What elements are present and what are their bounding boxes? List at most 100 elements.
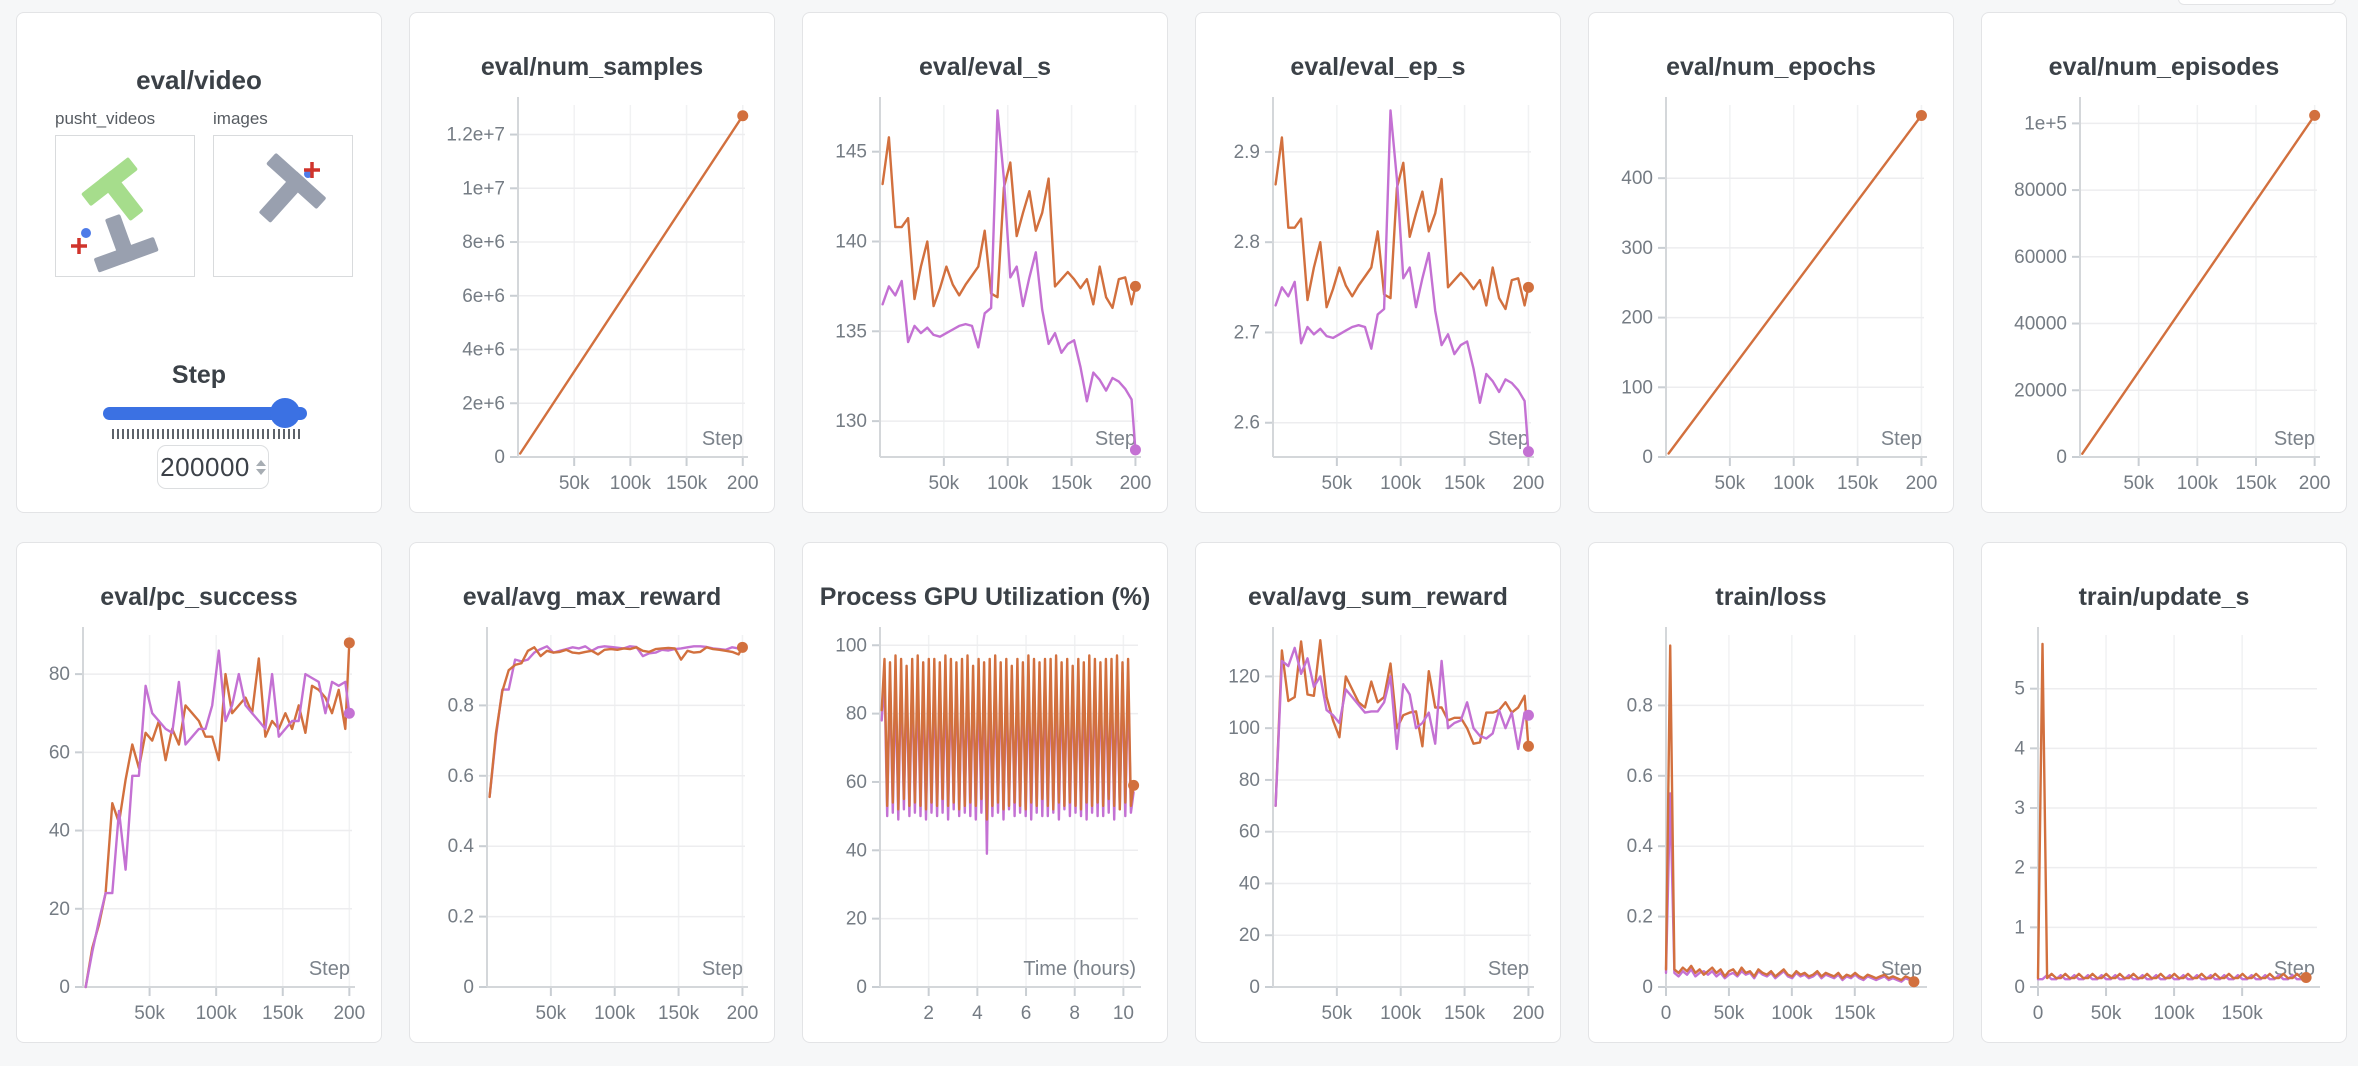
panel-train-loss: train/loss 0 50k 100k 150k 0 0.2 0.4 0.6 0.8 Step xyxy=(1588,542,1954,1043)
x-tick-label: 0 xyxy=(2033,1003,2044,1024)
y-tick-label: 145 xyxy=(835,142,867,163)
step-slider-handle[interactable] xyxy=(270,398,300,428)
x-tick-label: 6 xyxy=(1021,1003,1032,1024)
chart-canvas[interactable]: 50k 100k 150k 200 130 135 140 145 Step xyxy=(804,61,1168,513)
panel-eval-eval-s: eval/eval_s 50k 100k 150k 200 130 135 140 145 Ste… xyxy=(802,12,1168,513)
stepper-arrows-icon[interactable] xyxy=(255,459,266,475)
y-tick-label: 130 xyxy=(835,411,867,432)
panel-eval-avg-sum-reward: eval/avg_sum_reward 50k 100k 150k 200 0 20 40 60… xyxy=(1195,542,1561,1043)
y-tick-label: 0 xyxy=(2056,447,2067,468)
series-end-dot-run-orange xyxy=(1915,109,1927,121)
x-tick-label: 200 xyxy=(727,1003,759,1024)
chart-canvas[interactable]: 50k 100k 150k 200 0 20000 40000 60000 80000 1e+5 S… xyxy=(1983,61,2347,513)
step-slider-track[interactable] xyxy=(103,407,307,420)
y-tick-label: 6e+6 xyxy=(462,286,505,307)
x-tick-label: 150k xyxy=(262,1003,304,1024)
x-tick-label: 100k xyxy=(610,473,652,494)
series-line-run-purple xyxy=(1664,792,1916,985)
y-tick-label: 4 xyxy=(2014,738,2025,759)
x-tick-label: 150k xyxy=(2222,1003,2264,1024)
panel-eval-avg-max-reward: eval/avg_max_reward 50k 100k 150k 200 0 0.2 0.4… xyxy=(409,542,775,1043)
y-tick-label: 0.8 xyxy=(448,695,474,716)
y-tick-label: 100 xyxy=(1621,377,1653,398)
y-tick-label: 20 xyxy=(846,909,867,930)
panel-train-update-s: train/update_s 0 50k 100k 150k 0 1 2 3 4 5 Step xyxy=(1981,542,2347,1043)
x-tick-label: 200 xyxy=(1906,473,1938,494)
x-tick-label: 50k xyxy=(1322,1003,1353,1024)
x-tick-label: 50k xyxy=(1714,1003,1745,1024)
x-tick-label: 150k xyxy=(1837,473,1879,494)
x-tick-label: 50k xyxy=(929,473,960,494)
chart-canvas[interactable]: 0 50k 100k 150k 0 0.2 0.4 0.6 0.8 Step xyxy=(1590,591,1954,1043)
y-tick-label: 80 xyxy=(1239,770,1260,791)
y-tick-label: 20 xyxy=(1239,925,1260,946)
series-end-dot-run-purple xyxy=(1129,444,1141,456)
y-tick-label: 8e+6 xyxy=(462,232,505,253)
video-thumbnail-pusht-videos[interactable] xyxy=(55,135,195,277)
series-line-run-orange xyxy=(84,641,351,989)
media-label: images xyxy=(213,109,268,128)
x-tick-label: 50k xyxy=(134,1003,165,1024)
y-tick-label: 2.9 xyxy=(1234,142,1260,163)
x-tick-label: 150k xyxy=(666,473,708,494)
chart-canvas[interactable]: 50k 100k 150k 200 0 0.2 0.4 0.6 0.8 Step xyxy=(411,591,775,1043)
series-end-dot-run-orange xyxy=(737,110,749,122)
y-tick-label: 40000 xyxy=(2014,314,2067,335)
chart-canvas[interactable]: 50k 100k 150k 200 2.6 2.7 2.8 2.9 Step xyxy=(1197,61,1561,513)
x-tick-label: 4 xyxy=(972,1003,983,1024)
series-line-run-orange xyxy=(1667,114,1923,455)
x-tick-label: 50k xyxy=(2123,473,2154,494)
panel-eval-video: eval/video pusht_videos images xyxy=(16,12,382,513)
series-end-dot-run-purple xyxy=(1522,709,1534,721)
series-line-run-purple xyxy=(881,109,1137,451)
step-slider-label: Step xyxy=(171,361,227,389)
agent-dot xyxy=(304,170,312,178)
target-cross xyxy=(71,238,87,254)
y-tick-label: 60 xyxy=(49,742,70,763)
x-tick-label: 8 xyxy=(1069,1003,1080,1024)
panel-title: eval/video xyxy=(136,65,262,95)
x-tick-label: 50k xyxy=(536,1003,567,1024)
y-tick-label: 135 xyxy=(835,321,867,342)
y-tick-label: 1e+5 xyxy=(2024,113,2067,134)
offscreen-panel-bottom-edge xyxy=(2178,0,2336,5)
y-tick-label: 2.6 xyxy=(1234,413,1260,434)
chart-title: eval/num_samples xyxy=(480,53,704,81)
x-tick-label: 50k xyxy=(1322,473,1353,494)
y-tick-label: 60 xyxy=(846,772,867,793)
x-tick-label: 100k xyxy=(1773,473,1815,494)
step-value-input[interactable]: 200000 xyxy=(157,445,269,489)
chart-canvas[interactable]: 50k 100k 150k 200 0 2e+6 4e+6 6e+6 8e+6 1e+7 1.2e+… xyxy=(411,61,775,513)
series-line-run-orange xyxy=(1274,639,1530,808)
y-tick-label: 300 xyxy=(1621,238,1653,259)
chart-canvas[interactable]: 50k 100k 150k 200 0 20 40 60 80 100 120 Step xyxy=(1197,591,1561,1043)
x-tick-label: 100k xyxy=(1380,1003,1422,1024)
y-tick-label: 0.6 xyxy=(448,766,474,787)
x-tick-label: 100k xyxy=(594,1003,636,1024)
x-tick-label: 200 xyxy=(1513,473,1545,494)
y-tick-label: 80 xyxy=(49,664,70,685)
series-line-run-orange xyxy=(488,646,744,799)
panel-eval-num-episodes: eval/num_episodes 50k 100k 150k 200 0 20000 400… xyxy=(1981,12,2347,513)
x-tick-label: 100k xyxy=(1771,1003,1813,1024)
chart-title: eval/avg_sum_reward xyxy=(1248,583,1508,611)
series-line-run-purple xyxy=(488,645,744,799)
y-tick-label: 120 xyxy=(1228,666,1260,687)
chart-title: eval/num_epochs xyxy=(1666,53,1876,81)
chart-title: Process GPU Utilization (%) xyxy=(819,583,1151,611)
chart-canvas[interactable]: 50k 100k 150k 200 0 20 40 60 80 Step xyxy=(18,591,382,1043)
y-tick-label: 2 xyxy=(2014,858,2025,879)
chart-canvas[interactable]: 50k 100k 150k 200 0 100 200 300 400 Step xyxy=(1590,61,1954,513)
y-tick-label: 0.8 xyxy=(1627,695,1653,716)
chart-title: eval/eval_ep_s xyxy=(1290,53,1466,81)
dashboard-grid: eval/video pusht_videos images xyxy=(16,12,2347,1043)
y-tick-label: 0 xyxy=(1249,977,1260,998)
x-tick-label: 200 xyxy=(1120,473,1152,494)
x-axis-label: Time (hours) xyxy=(1023,958,1136,980)
series-line-run-orange xyxy=(1664,644,1916,983)
video-thumbnail-images[interactable] xyxy=(213,135,353,277)
x-axis-label: Step xyxy=(702,958,743,980)
x-tick-label: 150k xyxy=(1051,473,1093,494)
